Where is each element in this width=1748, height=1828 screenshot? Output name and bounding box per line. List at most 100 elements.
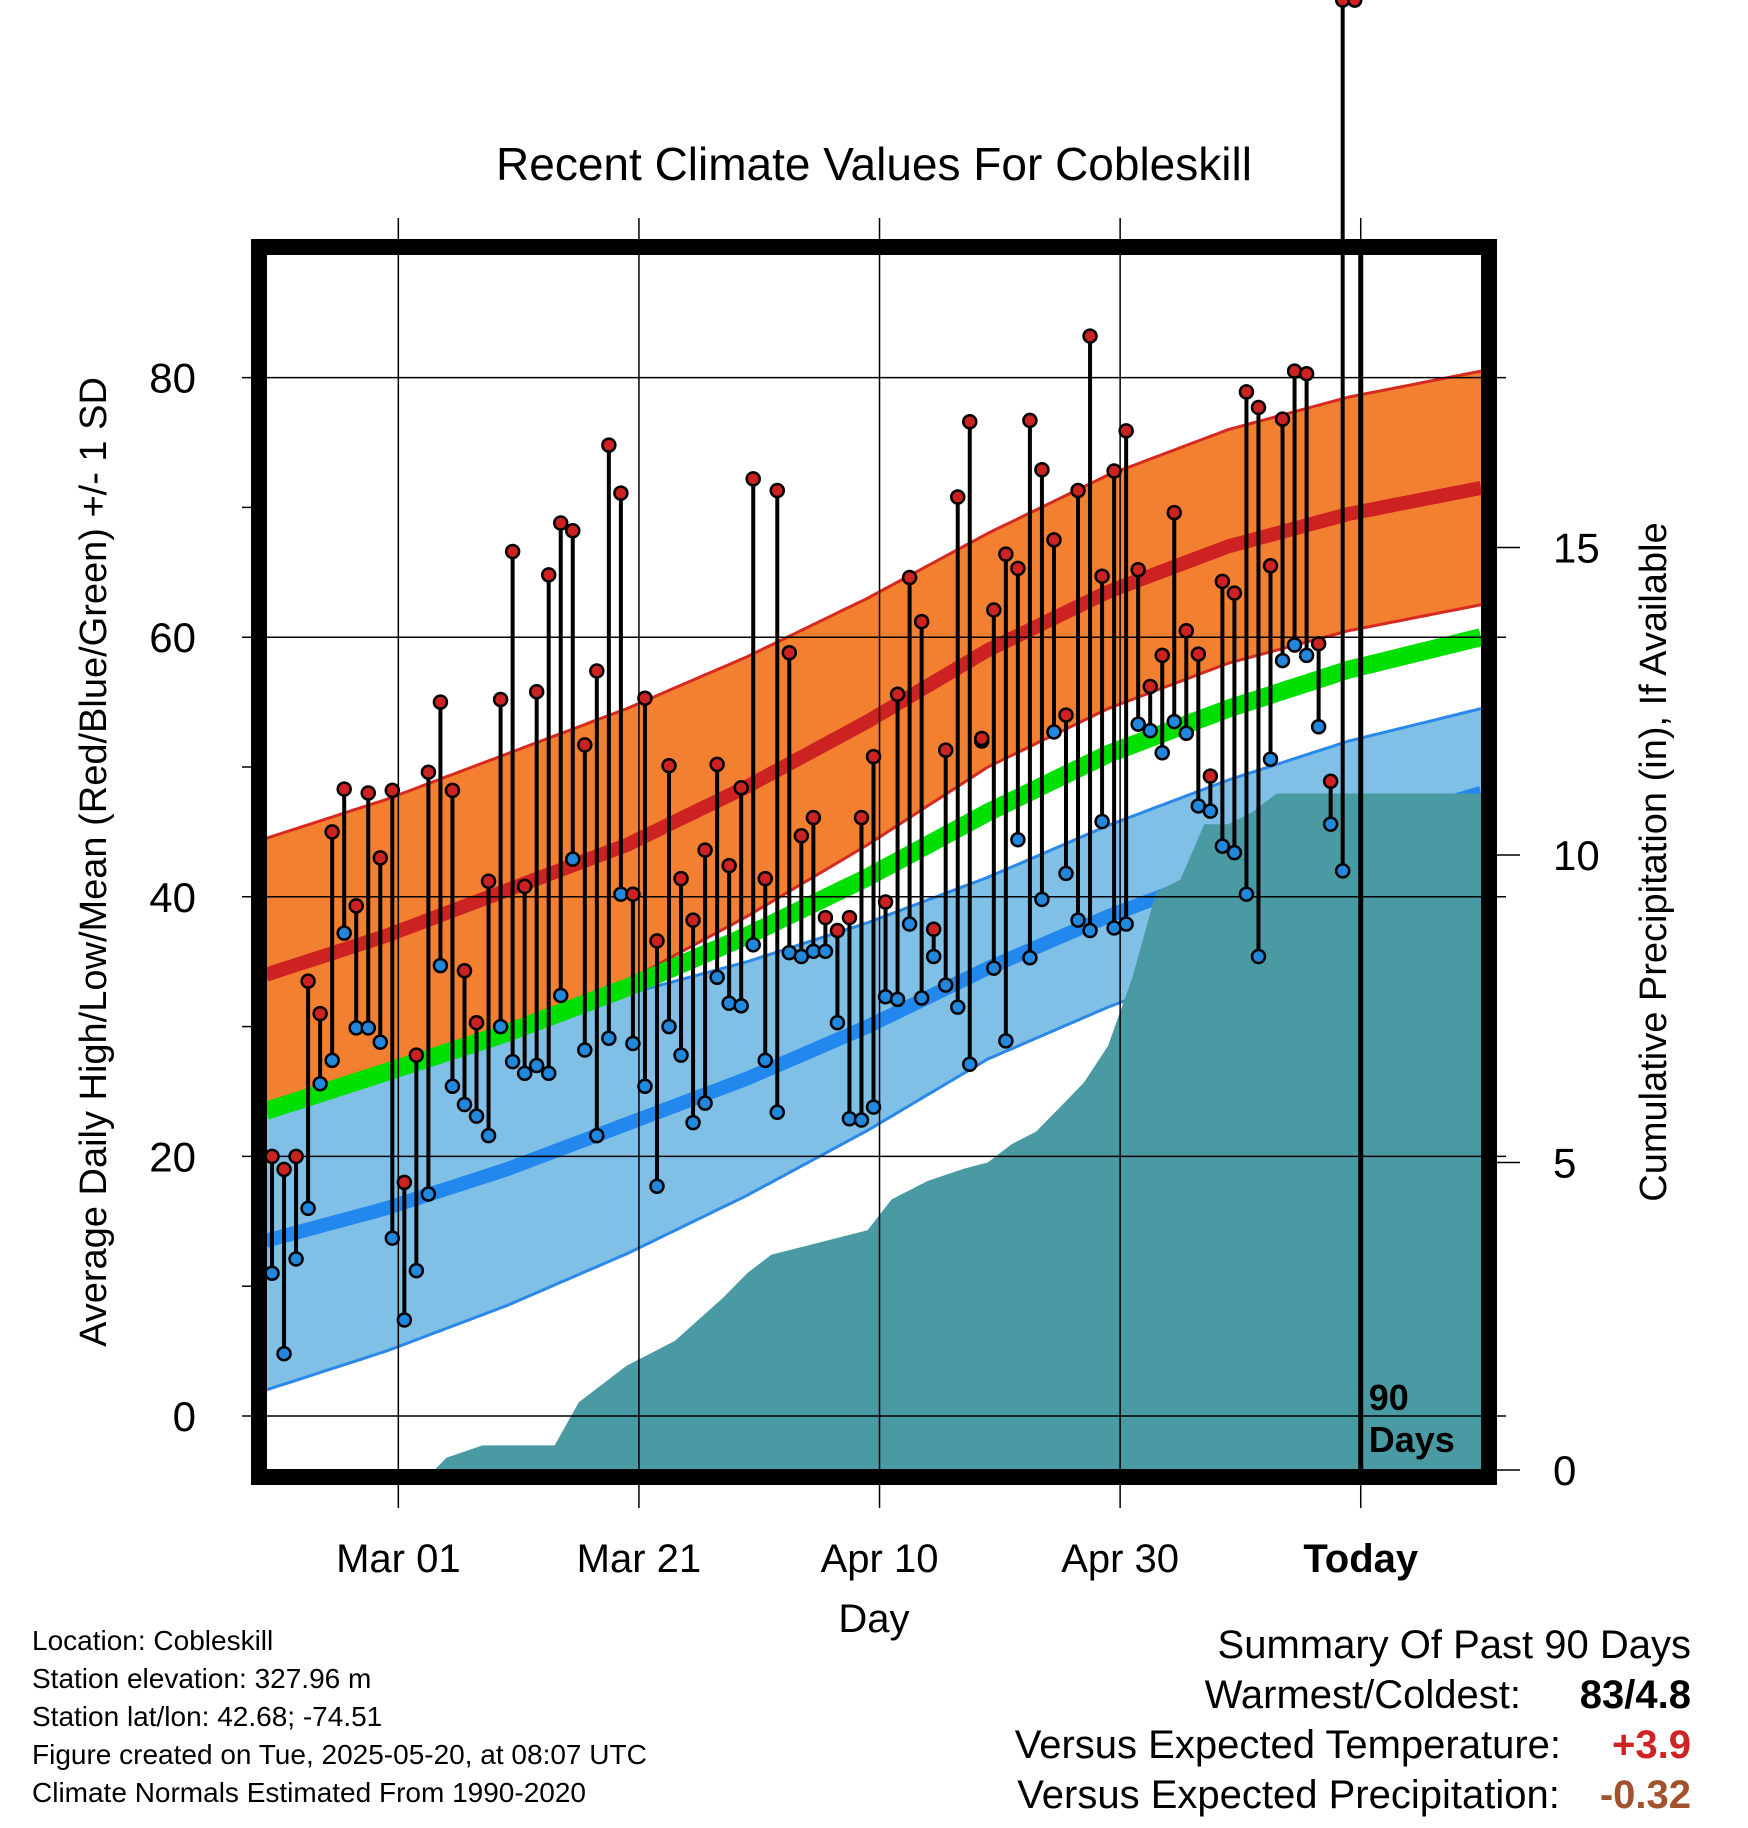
high-point — [444, 782, 461, 799]
low-point — [817, 943, 834, 960]
high-point — [456, 963, 473, 979]
chart-title: Recent Climate Values For Cobleskill — [496, 138, 1252, 190]
high-point — [697, 842, 713, 858]
low-point — [552, 987, 569, 1004]
low-point — [1058, 865, 1074, 882]
high-point — [300, 973, 316, 989]
low-point — [504, 1053, 521, 1070]
high-point — [649, 933, 665, 949]
low-point — [420, 1186, 437, 1202]
high-point — [1226, 585, 1243, 601]
high-point — [384, 782, 401, 799]
low-point — [1010, 831, 1026, 848]
high-point — [1190, 646, 1207, 662]
latlon-text: Station lat/lon: 42.68; -74.51 — [32, 1701, 383, 1732]
high-point — [613, 485, 629, 501]
low-point — [1334, 863, 1351, 879]
low-point — [673, 1047, 689, 1063]
summary-row-temp: Versus Expected Temperature: +3.9 — [891, 1720, 1691, 1770]
high-point — [1034, 462, 1050, 478]
high-point — [673, 870, 689, 887]
y-tick-label: 60 — [149, 614, 196, 661]
high-point — [925, 921, 942, 937]
low-point — [1226, 844, 1243, 861]
high-point — [745, 471, 761, 487]
high-point — [1238, 384, 1255, 400]
high-point — [937, 742, 954, 758]
x-tick-label: Mar 21 — [577, 1537, 702, 1581]
low-point — [685, 1114, 701, 1131]
y2-tick-label: 5 — [1553, 1140, 1576, 1187]
temp-label: Versus Expected Temperature: — [1014, 1723, 1561, 1767]
high-point — [1310, 635, 1327, 652]
high-point — [1166, 504, 1183, 521]
summary-row-precip: Versus Expected Precipitation: -0.32 — [891, 1770, 1691, 1820]
low-point — [1118, 916, 1134, 932]
y-tick-label: 80 — [149, 355, 196, 402]
high-band — [266, 371, 1481, 1112]
low-point — [1130, 716, 1146, 732]
x-tick-label: Today — [1303, 1537, 1419, 1581]
low-point — [324, 1052, 340, 1069]
low-point — [769, 1104, 786, 1121]
low-point — [913, 990, 930, 1006]
high-point — [1094, 568, 1110, 584]
high-point — [841, 909, 858, 926]
y-tick-label: 0 — [173, 1393, 196, 1440]
precip-value: -0.32 — [1599, 1773, 1691, 1817]
high-point — [1322, 773, 1339, 790]
high-point — [1010, 560, 1026, 577]
high-point — [480, 873, 497, 889]
low-point — [949, 999, 966, 1015]
high-point — [877, 894, 894, 910]
high-point — [1118, 423, 1134, 439]
y2-tick-label: 0 — [1553, 1447, 1576, 1494]
high-point — [709, 756, 725, 773]
low-point — [1166, 713, 1183, 730]
low-point — [745, 937, 761, 953]
y2-axis-label: Cumulative Precipitation (in), If Availa… — [1633, 522, 1675, 1201]
low-point — [1022, 950, 1038, 966]
low-point — [1262, 751, 1279, 767]
high-point — [589, 663, 605, 679]
low-point — [1154, 744, 1170, 761]
low-point — [733, 998, 749, 1014]
precipitation-area — [266, 793, 1482, 1470]
high-point — [637, 690, 653, 706]
low-point — [336, 925, 352, 941]
high-point — [288, 1148, 304, 1165]
normals-text: Climate Normals Estimated From 1990-2020 — [32, 1777, 586, 1808]
high-point — [805, 809, 822, 826]
high-point — [721, 857, 737, 874]
high-point — [1334, 0, 1351, 8]
high-point — [1346, 0, 1363, 8]
low-point — [565, 851, 581, 867]
high-point — [276, 1161, 292, 1178]
high-point — [528, 683, 545, 700]
low-point — [1142, 722, 1158, 739]
high-point — [661, 757, 677, 774]
location-text: Location: Cobleskill — [32, 1625, 274, 1656]
high-point — [625, 886, 641, 902]
low-point — [1274, 652, 1291, 669]
axes: 0 20 40 60 80 0 5 10 15 Mar 01 Mar 21 Apr 10 Apr 30 T… — [149, 355, 1599, 1581]
high-point — [565, 523, 581, 539]
high-point — [829, 922, 846, 939]
high-point — [360, 785, 377, 801]
low-point — [865, 1099, 882, 1115]
x-tick-label: Mar 01 — [336, 1537, 461, 1581]
low-point — [697, 1095, 713, 1111]
summary-heading: Summary Of Past 90 Days — [1217, 1623, 1691, 1667]
high-point — [601, 437, 617, 453]
high-point — [1250, 399, 1267, 416]
high-point — [1082, 328, 1098, 344]
high-point — [504, 543, 521, 560]
high-point — [781, 645, 798, 661]
y-tick-label: 40 — [149, 874, 196, 921]
warm-cold-value: 83/4.8 — [1579, 1673, 1691, 1717]
low-point — [637, 1078, 653, 1095]
high-point — [312, 1005, 328, 1022]
low-point — [962, 1056, 978, 1072]
x-tick-label: Apr 10 — [821, 1537, 939, 1581]
